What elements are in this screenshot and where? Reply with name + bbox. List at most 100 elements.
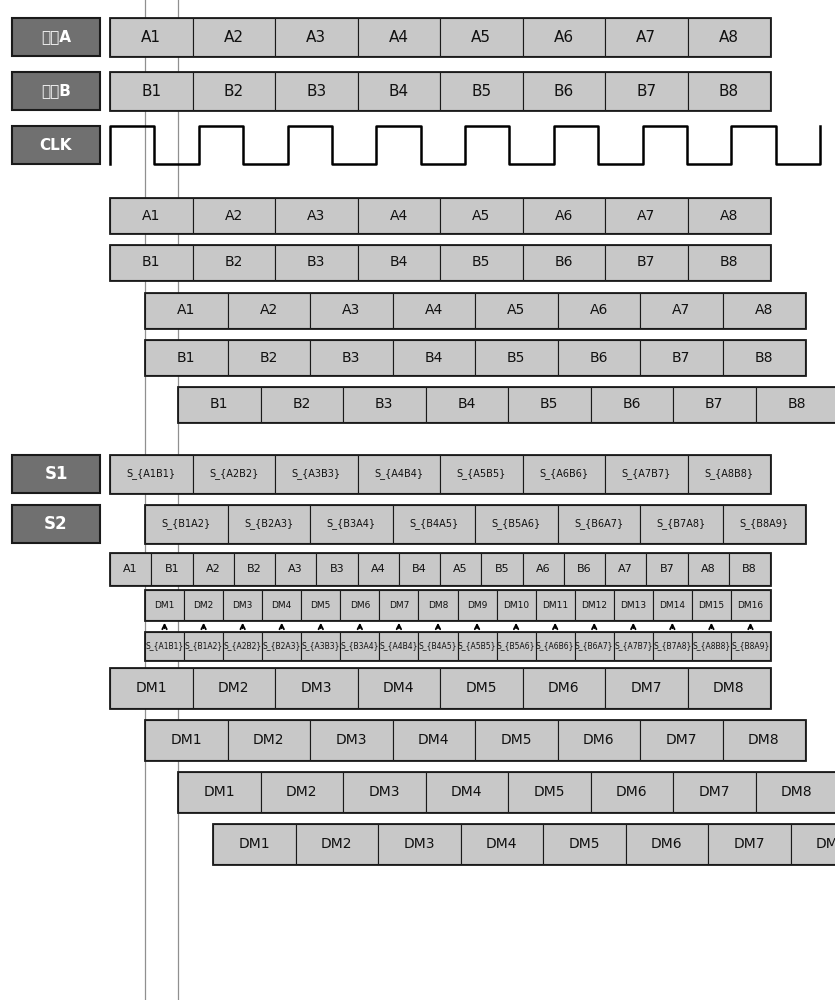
Text: S_{B8A9}: S_{B8A9} (739, 519, 788, 529)
Text: S_{A1B1}: S_{A1B1} (145, 642, 184, 650)
Text: B1: B1 (142, 255, 160, 269)
Bar (110, 72, 193, 110)
Bar (110, 668, 770, 708)
Text: DM2: DM2 (253, 733, 285, 747)
Bar (558, 505, 640, 543)
Bar (378, 824, 460, 864)
Text: S_{B1A2}: S_{B1A2} (162, 519, 211, 529)
Text: DM1: DM1 (239, 837, 270, 851)
Text: B8: B8 (742, 564, 757, 574)
Bar (184, 632, 223, 660)
Bar (357, 245, 440, 280)
Bar (110, 245, 770, 280)
Bar (213, 824, 835, 864)
Text: DM1: DM1 (204, 785, 235, 799)
Bar (523, 668, 605, 708)
Text: S_{A6B6}: S_{A6B6} (539, 469, 589, 479)
Bar (543, 824, 625, 864)
Bar (440, 72, 523, 110)
Text: B6: B6 (590, 351, 608, 364)
Text: DM8: DM8 (781, 785, 812, 799)
Bar (605, 668, 687, 708)
Bar (523, 198, 605, 233)
Text: DM3: DM3 (232, 600, 253, 609)
Bar (791, 824, 835, 864)
Bar (590, 772, 673, 812)
Text: B8: B8 (720, 255, 738, 269)
Text: DM11: DM11 (542, 600, 569, 609)
Bar (227, 340, 310, 375)
Bar (687, 245, 770, 280)
Text: DM4: DM4 (383, 681, 414, 695)
Bar (458, 590, 497, 620)
Text: DM8: DM8 (816, 837, 835, 851)
Text: DM8: DM8 (748, 733, 780, 747)
Bar (145, 340, 227, 375)
Bar (275, 455, 357, 493)
Bar (523, 553, 564, 585)
Text: S_{B6A7}: S_{B6A7} (574, 519, 624, 529)
Bar (440, 18, 523, 56)
Text: S_{A6B6}: S_{A6B6} (536, 642, 574, 650)
Text: DM8: DM8 (428, 600, 448, 609)
Text: CLK: CLK (40, 137, 73, 152)
Bar (275, 553, 316, 585)
Text: DM2: DM2 (321, 837, 352, 851)
Text: B2: B2 (224, 84, 244, 99)
Text: A6: A6 (554, 209, 573, 223)
Bar (653, 590, 692, 620)
Bar (605, 198, 687, 233)
Bar (213, 824, 296, 864)
Text: S_{A4B4}: S_{A4B4} (374, 469, 423, 479)
Text: DM6: DM6 (651, 837, 682, 851)
Bar (12, 126, 100, 164)
Bar (301, 632, 341, 660)
Text: B5: B5 (540, 397, 559, 412)
Bar (178, 387, 261, 422)
Text: B3: B3 (342, 351, 361, 364)
Bar (756, 387, 835, 422)
Text: DM9: DM9 (467, 600, 487, 609)
Text: S_{B7A8}: S_{B7A8} (656, 519, 706, 529)
Bar (12, 72, 100, 110)
Bar (687, 72, 770, 110)
Bar (722, 720, 805, 760)
Text: DM7: DM7 (733, 837, 765, 851)
Bar (110, 198, 770, 233)
Text: S_{A4B4}: S_{A4B4} (380, 642, 418, 650)
Bar (458, 632, 497, 660)
Bar (145, 590, 770, 620)
Bar (357, 18, 440, 56)
Bar (110, 455, 770, 493)
Text: A6: A6 (554, 29, 574, 44)
Bar (673, 772, 756, 812)
Bar (605, 553, 646, 585)
Text: A8: A8 (755, 304, 773, 318)
Bar (535, 632, 574, 660)
Bar (497, 632, 535, 660)
Bar (440, 245, 523, 280)
Bar (722, 340, 805, 375)
Text: DM5: DM5 (465, 681, 497, 695)
Text: A5: A5 (453, 564, 468, 574)
Text: A3: A3 (306, 29, 326, 44)
Bar (379, 590, 418, 620)
Text: S_{A3B3}: S_{A3B3} (291, 469, 341, 479)
Text: B8: B8 (755, 351, 773, 364)
Bar (145, 632, 770, 660)
Text: DM4: DM4 (418, 733, 449, 747)
Bar (301, 590, 341, 620)
Text: S_{B6A7}: S_{B6A7} (575, 642, 614, 650)
Bar (574, 632, 614, 660)
Bar (12, 505, 100, 543)
Text: B7: B7 (636, 84, 656, 99)
Bar (535, 590, 574, 620)
Text: A8: A8 (720, 209, 738, 223)
Bar (357, 198, 440, 233)
Bar (193, 668, 275, 708)
Bar (110, 18, 770, 56)
Text: A4: A4 (425, 304, 443, 318)
Text: DM7: DM7 (630, 681, 662, 695)
Text: DM10: DM10 (503, 600, 529, 609)
Bar (640, 340, 722, 375)
